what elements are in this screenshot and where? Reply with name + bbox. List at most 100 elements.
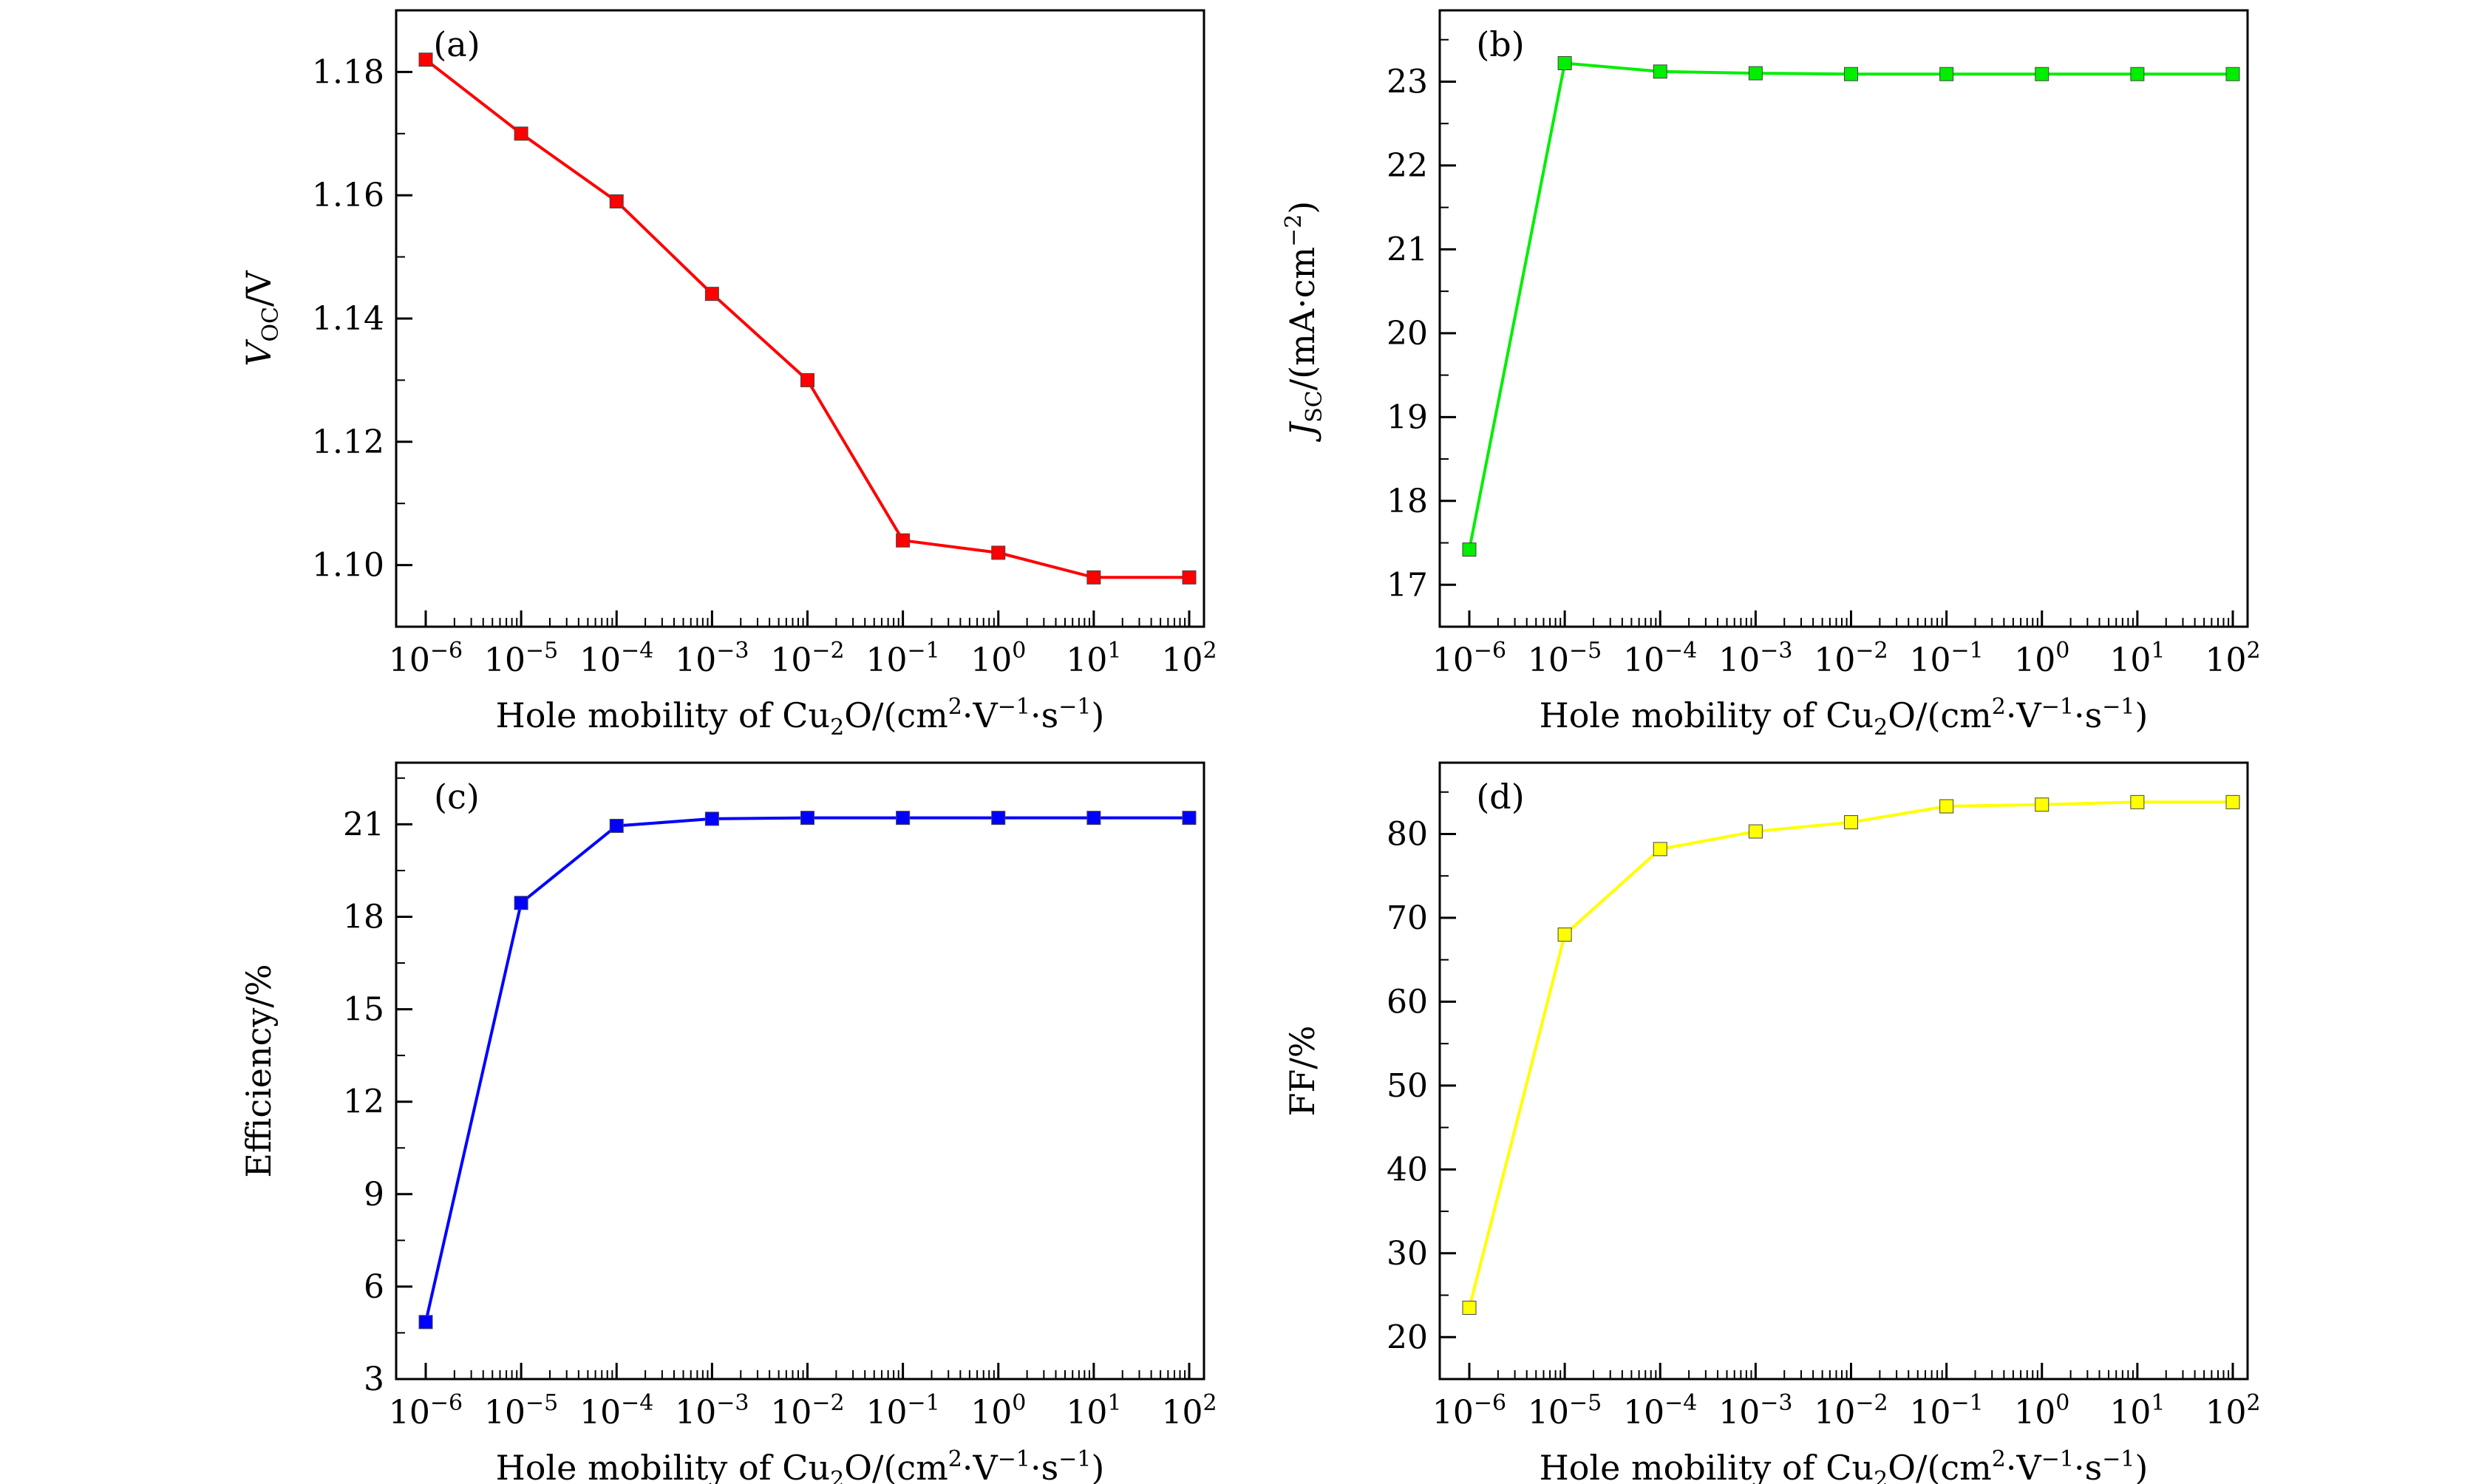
- x-tick-label: 10−1: [1910, 1390, 1984, 1432]
- data-point: [609, 194, 624, 209]
- y-tick-label: 18: [343, 899, 384, 936]
- chart-panel-4: 10−6 10−5 10−4 10−3 10−2 10−1 100 101 102 20 30 40 5…: [1282, 761, 2261, 1484]
- x-tick-label: 10−5: [484, 638, 558, 679]
- data-point: [1557, 928, 1572, 942]
- data-point: [704, 287, 719, 302]
- panel-tag: (c): [434, 777, 480, 817]
- x-tick-label: 10−4: [579, 1390, 653, 1432]
- y-tick-label: 50: [1387, 1067, 1428, 1105]
- y-tick-label: 23: [1387, 63, 1428, 101]
- data-point: [514, 896, 528, 911]
- data-point: [896, 533, 911, 548]
- y-tick-label: 21: [343, 806, 384, 843]
- x-tick-label: 100: [970, 638, 1026, 679]
- x-tick-label: 101: [2109, 638, 2165, 679]
- data-point: [1653, 842, 1667, 857]
- y-tick-label: 1.12: [312, 423, 384, 461]
- data-point: [800, 811, 814, 826]
- x-tick-label: 102: [1161, 1390, 1217, 1432]
- panel-tag: (b): [1476, 24, 1524, 64]
- data-point: [2130, 794, 2145, 809]
- data-point: [2035, 797, 2050, 812]
- x-tick-label: 102: [2205, 638, 2260, 679]
- plot-frame: [1438, 9, 2249, 628]
- data-point: [991, 545, 1006, 560]
- panel-tag: (d): [1476, 777, 1524, 817]
- series-line: [424, 816, 1189, 1323]
- chart-panel-1: 10−6 10−5 10−4 10−3 10−2 10−1 100 101 102 1.10 1.1…: [239, 9, 1217, 741]
- data-point: [1748, 824, 1763, 839]
- data-point: [514, 126, 528, 141]
- x-tick-label: 10−6: [1432, 1390, 1506, 1432]
- plot-frame: [1438, 761, 2249, 1381]
- y-tick-label: 6: [364, 1268, 384, 1306]
- x-tick-label: 10−3: [675, 1390, 749, 1432]
- y-axis-title: VOC/V: [239, 270, 284, 366]
- x-axis-title: Hole mobility of Cu2O/(cm2·V−1·s−1): [496, 694, 1105, 741]
- x-tick-label: 10−2: [1814, 638, 1888, 679]
- x-tick-label: 10−2: [1814, 1390, 1888, 1432]
- data-point: [2130, 67, 2145, 81]
- x-tick-label: 10−6: [389, 1390, 463, 1432]
- data-point: [1086, 570, 1101, 585]
- y-tick-label: 12: [343, 1083, 384, 1121]
- data-point: [896, 811, 911, 826]
- x-tick-label: 100: [970, 1390, 1026, 1432]
- series-line: [424, 58, 1189, 579]
- y-tick-label: 40: [1387, 1151, 1428, 1188]
- data-point: [991, 811, 1006, 826]
- y-tick-label: 9: [364, 1176, 384, 1214]
- x-tick-label: 10−2: [770, 1390, 844, 1432]
- x-tick-label: 10−3: [675, 638, 749, 679]
- data-point: [418, 1315, 433, 1330]
- y-tick-label: 30: [1387, 1235, 1428, 1273]
- x-tick-label: 101: [2109, 1390, 2165, 1432]
- x-tick-label: 101: [1066, 1390, 1121, 1432]
- y-tick-label: 15: [343, 991, 384, 1029]
- x-tick-label: 101: [1066, 638, 1121, 679]
- y-tick-label: 21: [1387, 231, 1428, 268]
- data-point: [2225, 794, 2240, 809]
- x-tick-label: 10−2: [770, 638, 844, 679]
- data-point: [1557, 55, 1572, 70]
- y-tick-label: 70: [1387, 899, 1428, 937]
- y-tick-label: 1.18: [312, 53, 384, 91]
- x-tick-label: 10−4: [579, 638, 653, 679]
- y-tick-label: 80: [1387, 815, 1428, 853]
- x-tick-label: 10−3: [1718, 1390, 1792, 1432]
- x-tick-label: 102: [2205, 1390, 2260, 1432]
- y-tick-label: 20: [1387, 315, 1428, 353]
- data-point: [1086, 811, 1101, 826]
- x-tick-label: 10−3: [1718, 638, 1792, 679]
- data-point: [609, 818, 624, 833]
- y-tick-label: 1.10: [312, 547, 384, 585]
- data-point: [1748, 66, 1763, 81]
- x-tick-label: 100: [2014, 1390, 2069, 1432]
- data-point: [800, 372, 814, 387]
- x-tick-label: 10−6: [1432, 638, 1506, 679]
- x-tick-label: 10−4: [1623, 638, 1697, 679]
- y-axis-title: FF/%: [1282, 1025, 1322, 1116]
- x-tick-label: 10−5: [1528, 1390, 1602, 1432]
- x-tick-label: 10−4: [1623, 1390, 1697, 1432]
- x-axis-title: Hole mobility of Cu2O/(cm2·V−1·s−1): [1540, 1446, 2149, 1484]
- data-point: [1182, 570, 1197, 585]
- y-tick-label: 1.14: [312, 300, 384, 338]
- series-line: [1468, 800, 2233, 1309]
- data-point: [2225, 67, 2240, 81]
- y-tick-label: 18: [1387, 483, 1428, 520]
- y-tick-label: 60: [1387, 983, 1428, 1021]
- data-point: [1844, 67, 1858, 81]
- x-tick-label: 10−6: [389, 638, 463, 679]
- chart-panel-2: 10−6 10−5 10−4 10−3 10−2 10−1 100 101 102 17 18 19 2…: [1281, 9, 2261, 741]
- y-tick-label: 22: [1387, 147, 1428, 185]
- x-tick-label: 10−5: [1528, 638, 1602, 679]
- x-tick-label: 10−1: [866, 1390, 940, 1432]
- y-tick-label: 3: [364, 1361, 384, 1398]
- series-line: [1468, 61, 2233, 550]
- data-point: [418, 52, 433, 67]
- data-point: [1844, 815, 1858, 830]
- y-tick-label: 1.16: [312, 177, 384, 214]
- chart-panel-3: 10−6 10−5 10−4 10−3 10−2 10−1 100 101 102 3 6 9 12 15…: [239, 761, 1217, 1484]
